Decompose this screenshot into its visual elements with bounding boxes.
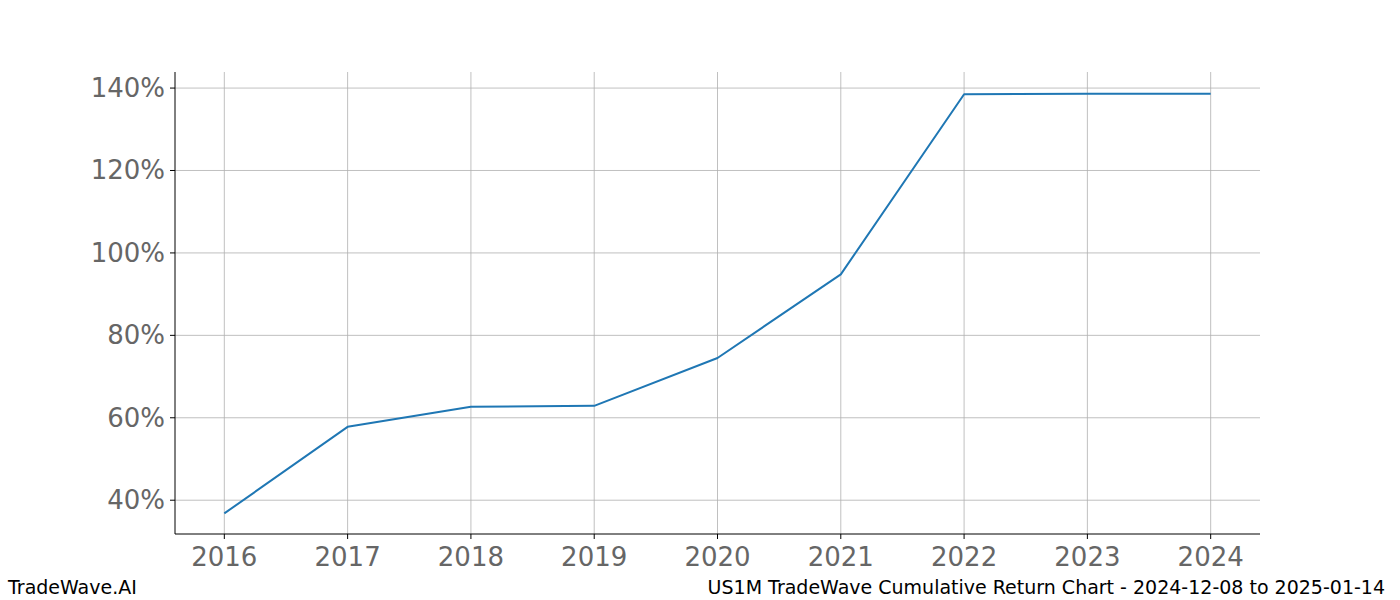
x-tick-label: 2020 xyxy=(684,542,750,572)
line xyxy=(224,94,1210,514)
ticks: 40% 60% 80% 100% 120% 140% 2016 2017 2018 2019 202… xyxy=(91,73,1244,572)
y-tick-label: 80% xyxy=(107,320,165,350)
y-tick-label: 60% xyxy=(107,403,165,433)
y-tick-label: 40% xyxy=(107,485,165,515)
tick-mark xyxy=(170,335,175,336)
tick-mark xyxy=(170,500,175,501)
grid-line xyxy=(470,72,471,534)
tick-mark xyxy=(964,534,965,539)
tick-mark xyxy=(1087,534,1088,539)
tick-mark xyxy=(717,534,718,539)
grid-line xyxy=(840,72,841,534)
y-axis xyxy=(175,72,176,534)
grid-line xyxy=(717,72,718,534)
tick-mark xyxy=(224,534,225,539)
tick-mark xyxy=(170,417,175,418)
source: TradeWave.AI xyxy=(7,576,137,598)
tick-mark xyxy=(170,88,175,89)
tick-mark xyxy=(470,534,471,539)
x-tick-label: 2022 xyxy=(931,542,997,572)
tick-mark xyxy=(594,534,595,539)
grid-line xyxy=(347,72,348,534)
tick-mark xyxy=(170,252,175,253)
grid-line xyxy=(1087,72,1088,534)
y-tick-label: 120% xyxy=(91,155,165,185)
y-tick-label: 140% xyxy=(91,73,165,103)
tick-mark xyxy=(170,170,175,171)
grid-line xyxy=(594,72,595,534)
grid xyxy=(175,72,1260,534)
x-tick-label: 2021 xyxy=(808,542,874,572)
y-tick-label: 100% xyxy=(91,238,165,268)
x-tick-label: 2019 xyxy=(561,542,627,572)
tick-mark xyxy=(347,534,348,539)
x-tick-label: 2018 xyxy=(438,542,504,572)
x-tick-label: 2016 xyxy=(191,542,257,572)
title: US1M TradeWave Cumulative Return Chart -… xyxy=(708,576,1385,598)
x-axis xyxy=(175,534,1260,535)
grid-line xyxy=(224,72,225,534)
plot-area xyxy=(224,94,1210,514)
x-tick-label: 2017 xyxy=(315,542,381,572)
tick-mark xyxy=(1210,534,1211,539)
chart: 40% 60% 80% 100% 120% 140% 2016 2017 2018 2019 202… xyxy=(0,0,1400,600)
tick-mark xyxy=(840,534,841,539)
grid-line xyxy=(1210,72,1211,534)
x-tick-label: 2024 xyxy=(1178,542,1244,572)
grid-line xyxy=(964,72,965,534)
x-tick-label: 2023 xyxy=(1054,542,1120,572)
